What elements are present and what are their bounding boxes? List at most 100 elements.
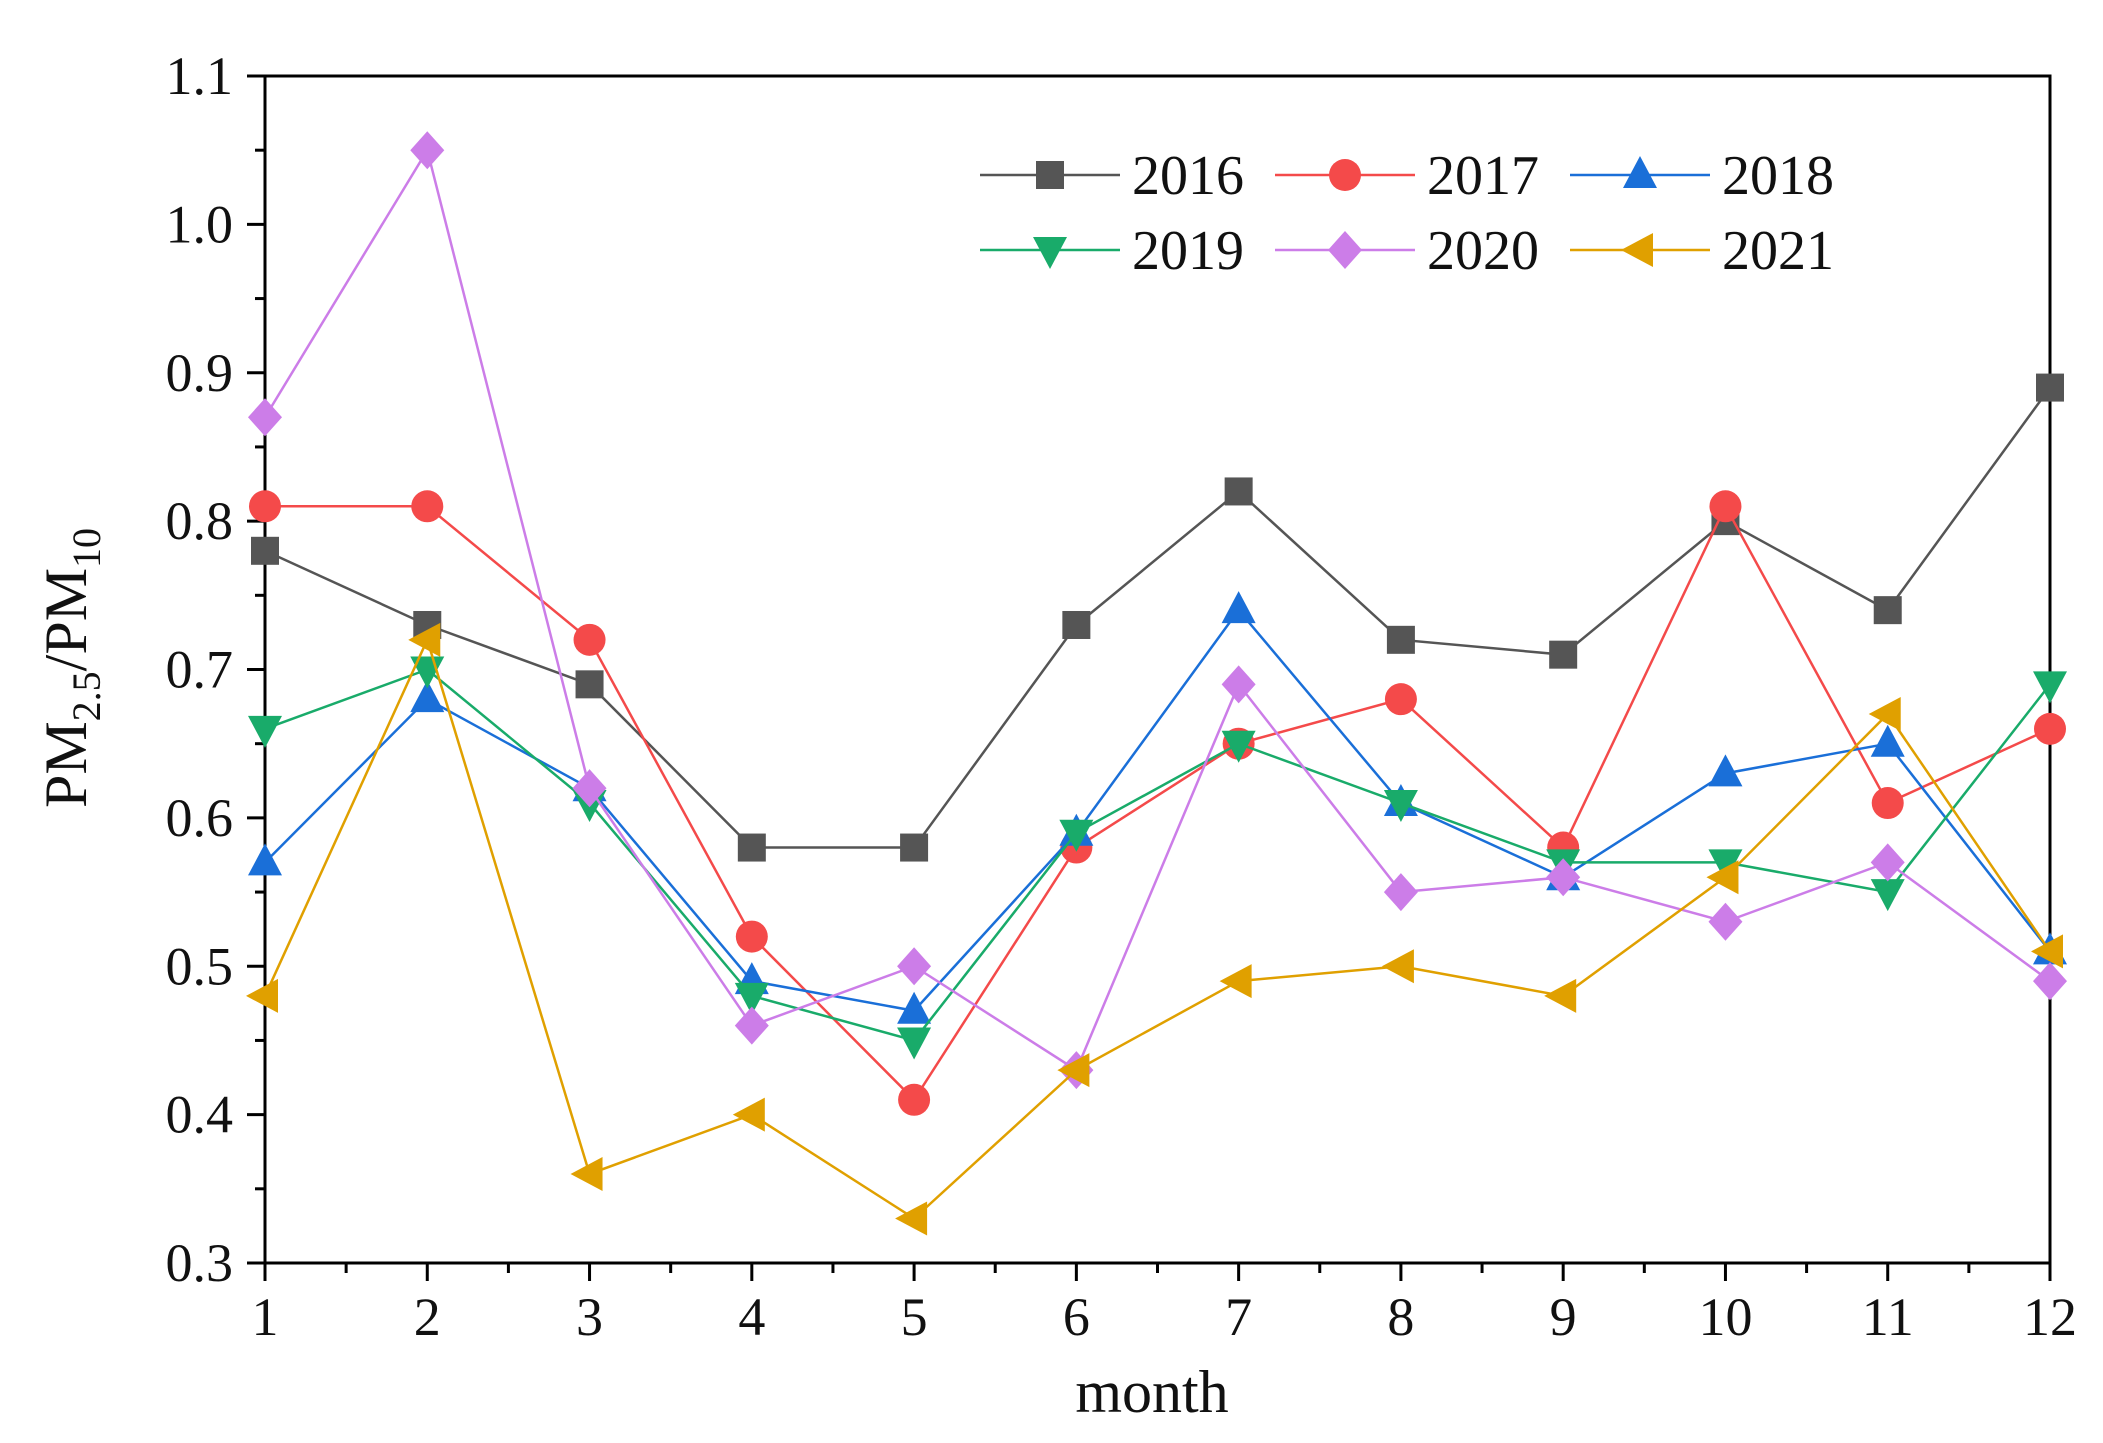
data-point-2020 bbox=[1546, 858, 1581, 897]
series-line-2018 bbox=[264, 608, 2051, 1013]
data-point-2020 bbox=[2033, 962, 2067, 1001]
legend-marker bbox=[1621, 233, 1653, 267]
data-point-2019 bbox=[2033, 671, 2067, 704]
x-tick-label: 2 bbox=[414, 1287, 441, 1347]
data-point-2021 bbox=[895, 1201, 928, 1236]
data-point-2017 bbox=[411, 490, 444, 523]
legend-label: 2020 bbox=[1427, 220, 1539, 282]
y-tick-label: 0.5 bbox=[166, 936, 234, 996]
data-point-2016 bbox=[251, 536, 279, 565]
x-tick-label: 12 bbox=[2023, 1287, 2077, 1347]
data-point-2016 bbox=[900, 833, 929, 862]
legend-marker bbox=[1036, 161, 1064, 189]
legend-marker bbox=[1328, 231, 1362, 269]
data-point-2017 bbox=[898, 1083, 931, 1116]
y-tick-label: 0.7 bbox=[166, 640, 234, 700]
data-point-2021 bbox=[408, 622, 441, 657]
data-point-2020 bbox=[248, 398, 282, 437]
x-tick-label: 4 bbox=[738, 1287, 765, 1347]
series-line-2016 bbox=[264, 386, 2052, 849]
data-point-2017 bbox=[1709, 490, 1742, 523]
y-axis-label-base: PM bbox=[33, 721, 99, 808]
data-point-2019 bbox=[1221, 730, 1256, 763]
y-axis-label-sub2: 10 bbox=[64, 528, 109, 568]
x-tick-label: 1 bbox=[252, 1287, 279, 1347]
data-point-2018 bbox=[897, 991, 932, 1024]
data-point-2018 bbox=[248, 843, 282, 876]
data-point-2020 bbox=[897, 947, 932, 986]
legend-marker bbox=[1329, 159, 1361, 191]
data-point-2021 bbox=[1544, 978, 1577, 1013]
x-tick-label: 9 bbox=[1550, 1287, 1577, 1347]
data-point-2017 bbox=[735, 920, 768, 953]
y-tick-label: 0.9 bbox=[166, 343, 234, 403]
data-point-2021 bbox=[1868, 697, 1901, 732]
series-line-2021 bbox=[263, 636, 2052, 1221]
data-point-2017 bbox=[2034, 712, 2066, 745]
data-point-2018 bbox=[1870, 724, 1905, 757]
x-tick-label: 8 bbox=[1387, 1287, 1414, 1347]
legend-marker bbox=[1033, 237, 1067, 269]
data-point-2020 bbox=[1708, 902, 1743, 941]
data-point-2021 bbox=[246, 978, 278, 1013]
x-tick-label: 5 bbox=[901, 1287, 928, 1347]
y-axis-label-slash: /PM bbox=[33, 568, 99, 671]
data-point-2021 bbox=[1057, 1053, 1090, 1088]
data-point-2016 bbox=[1386, 625, 1415, 654]
legend-item-2021: 2021 bbox=[1570, 220, 1834, 282]
x-axis-label: month bbox=[1075, 1359, 1228, 1425]
series-2017 bbox=[249, 490, 2066, 1116]
data-point-2017 bbox=[1871, 787, 1904, 820]
data-point-2020 bbox=[1221, 665, 1256, 704]
data-point-2019 bbox=[734, 982, 769, 1015]
data-point-2016 bbox=[1224, 477, 1253, 506]
data-point-2019 bbox=[248, 715, 282, 748]
data-point-2020 bbox=[1870, 843, 1905, 882]
data-point-2020 bbox=[410, 131, 445, 170]
y-axis-label-sub1: 2.5 bbox=[64, 671, 109, 721]
series-line-2020 bbox=[263, 146, 2051, 1072]
y-axis-label: PM2.5/PM10 bbox=[33, 528, 109, 808]
x-tick-label: 11 bbox=[1862, 1287, 1914, 1347]
data-point-2019 bbox=[1383, 790, 1418, 823]
series-lines bbox=[246, 131, 2067, 1236]
series-line-2019 bbox=[264, 668, 2051, 1042]
legend-marker bbox=[1623, 156, 1657, 188]
data-point-2019 bbox=[410, 656, 445, 689]
x-tick-label: 10 bbox=[1698, 1287, 1752, 1347]
data-point-2020 bbox=[1383, 873, 1418, 912]
data-point-2019 bbox=[1059, 819, 1094, 852]
data-point-2019 bbox=[1870, 879, 1905, 912]
data-point-2016 bbox=[1549, 640, 1578, 669]
legend: 2016 2017 2018 2019 2020 2021 bbox=[980, 145, 1834, 282]
data-point-2021 bbox=[1381, 949, 1414, 984]
axis-labels: month PM2.5/PM10 bbox=[33, 528, 1229, 1425]
data-point-2018 bbox=[410, 680, 445, 713]
y-tick-label: 0.3 bbox=[166, 1233, 234, 1293]
data-point-2016 bbox=[1873, 596, 1902, 625]
y-tick-label: 0.6 bbox=[166, 788, 234, 848]
legend-label: 2019 bbox=[1132, 220, 1244, 282]
legend-item-2019: 2019 bbox=[980, 220, 1244, 282]
legend-item-2017: 2017 bbox=[1275, 145, 1539, 207]
data-point-2016 bbox=[737, 833, 766, 862]
data-point-2021 bbox=[1219, 964, 1252, 999]
axes: 0.30.40.50.60.70.80.91.01.11 2 3 4 5 6 7 8 9 10 11… bbox=[166, 46, 2078, 1347]
data-point-2021 bbox=[1706, 860, 1739, 895]
data-point-2019 bbox=[897, 1027, 932, 1060]
series-2021 bbox=[246, 622, 2063, 1236]
series-2019 bbox=[248, 656, 2067, 1060]
data-point-2016 bbox=[1062, 610, 1091, 639]
y-tick-label: 0.8 bbox=[166, 491, 234, 551]
data-point-2019 bbox=[1708, 849, 1743, 882]
data-point-2021 bbox=[732, 1097, 765, 1132]
legend-label: 2018 bbox=[1722, 145, 1834, 207]
legend-item-2016: 2016 bbox=[980, 145, 1244, 207]
data-point-2017 bbox=[1384, 683, 1417, 716]
data-point-2021 bbox=[2031, 934, 2063, 969]
data-point-2016 bbox=[2036, 373, 2064, 402]
data-point-2017 bbox=[249, 490, 281, 523]
x-tick-label: 6 bbox=[1063, 1287, 1090, 1347]
